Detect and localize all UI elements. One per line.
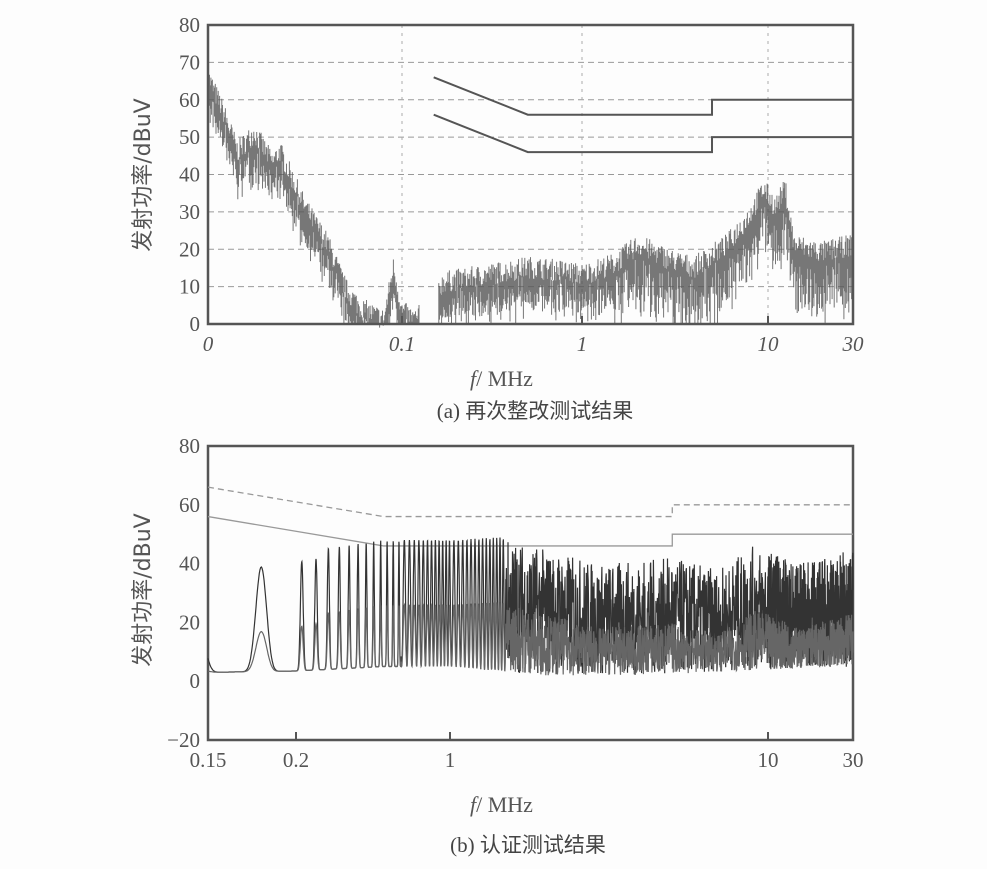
chart-b-xlabel: f/ MHz <box>470 792 533 817</box>
y-tick-label: 10 <box>179 275 200 299</box>
chart-a-ylabel: 发射功率/dBuV <box>131 98 156 251</box>
x-tick-label: 0 <box>203 332 214 356</box>
y-tick-label: −20 <box>167 728 200 752</box>
y-tick-label: 0 <box>190 669 201 693</box>
y-tick-label: 30 <box>179 200 200 224</box>
y-tick-label: 50 <box>179 125 200 149</box>
x-tick-label: 0.1 <box>389 332 415 356</box>
y-tick-label: 80 <box>179 13 200 37</box>
chart-b-caption: (b) 认证测试结果 <box>450 833 606 857</box>
chart-a: 0 10 20 30 40 50 60 70 80 0 0.1 1 10 30 <box>179 13 864 356</box>
y-tick-label: 20 <box>179 610 200 634</box>
chart-a-xlabel: f/ MHz <box>470 366 533 391</box>
limit-line <box>433 76 853 116</box>
x-tick-label: 30 <box>842 332 865 356</box>
chart-b: −20 0 20 40 60 80 0.15 0.2 1 10 30 <box>167 434 863 772</box>
limit-line <box>207 515 853 547</box>
x-tick-label: 10 <box>758 332 780 356</box>
y-tick-label: 60 <box>179 88 200 112</box>
x-tick-label: 1 <box>445 748 456 772</box>
average-trace <box>207 602 854 676</box>
x-tick-label: 0.2 <box>283 748 309 772</box>
x-tick-label: 10 <box>758 748 779 772</box>
chart-b-ylabel: 发射功率/dBuV <box>131 513 156 666</box>
y-tick-label: 70 <box>179 50 200 74</box>
y-tick-label: 0 <box>190 312 201 336</box>
spectrum-trace <box>207 74 854 328</box>
chart-a-caption: (a) 再次整改测试结果 <box>437 399 634 423</box>
y-tick-label: 20 <box>179 237 200 261</box>
y-tick-label: 60 <box>179 493 200 517</box>
limit-line <box>433 113 853 154</box>
y-tick-label: 40 <box>179 552 200 576</box>
x-tick-label: 0.15 <box>190 748 227 772</box>
y-tick-label: 40 <box>179 163 200 187</box>
x-tick-label: 1 <box>577 332 588 356</box>
limit-line <box>207 486 853 518</box>
x-tick-label: 30 <box>843 748 864 772</box>
y-tick-label: 80 <box>179 434 200 458</box>
plot-frame <box>206 23 855 326</box>
